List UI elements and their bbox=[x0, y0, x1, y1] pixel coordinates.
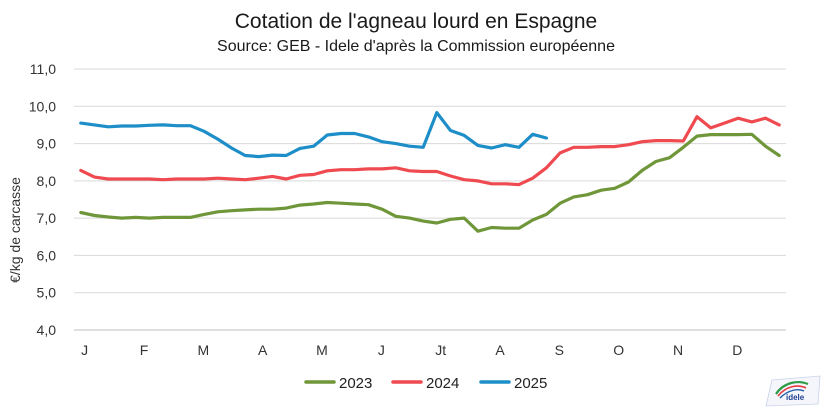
y-tick-label: 10,0 bbox=[29, 98, 56, 114]
y-tick-label: 7,0 bbox=[37, 210, 57, 226]
series-lines bbox=[79, 110, 781, 233]
series-line-2024 bbox=[79, 115, 781, 187]
x-axis-ticks: J F M A M J Jt A S O N D bbox=[81, 342, 742, 358]
y-tick-label: 8,0 bbox=[37, 173, 57, 189]
x-tick-label: M bbox=[197, 342, 209, 358]
x-tick-label: A bbox=[495, 342, 505, 358]
x-tick-label: A bbox=[258, 342, 268, 358]
y-axis-ticks: 4,0 5,0 6,0 7,0 8,0 9,0 10,0 11,0 bbox=[29, 61, 56, 338]
idele-logo bbox=[765, 375, 821, 407]
series-line-2025 bbox=[79, 110, 549, 159]
x-tick-label: J bbox=[81, 342, 88, 358]
y-tick-label: 11,0 bbox=[30, 61, 56, 77]
x-tick-label: D bbox=[732, 342, 742, 358]
x-tick-label: Jt bbox=[435, 342, 446, 358]
y-tick-label: 9,0 bbox=[37, 136, 57, 152]
chart-subtitle: Source: GEB - Idele d'après la Commissio… bbox=[217, 38, 615, 55]
legend-label-2025: 2025 bbox=[514, 375, 547, 392]
x-tick-label: O bbox=[613, 342, 624, 358]
y-axis-label: €/kg de carcasse bbox=[7, 177, 23, 283]
x-tick-label: M bbox=[316, 342, 328, 358]
y-tick-label: 5,0 bbox=[37, 285, 57, 301]
x-tick-label: J bbox=[378, 342, 385, 358]
chart-title: Cotation de l'agneau lourd en Espagne bbox=[234, 10, 598, 33]
gridlines bbox=[74, 68, 786, 331]
legend: 2023 2024 2025 bbox=[304, 375, 547, 392]
y-tick-label: 6,0 bbox=[37, 247, 57, 263]
legend-label-2024: 2024 bbox=[426, 375, 459, 392]
x-tick-label: N bbox=[673, 342, 683, 358]
x-tick-label: S bbox=[555, 342, 564, 358]
series-line-2023 bbox=[79, 132, 781, 233]
y-tick-label: 4,0 bbox=[37, 322, 57, 338]
idele-logo-text: idele bbox=[786, 393, 805, 402]
legend-label-2023: 2023 bbox=[339, 375, 372, 392]
x-tick-label: F bbox=[140, 342, 149, 358]
